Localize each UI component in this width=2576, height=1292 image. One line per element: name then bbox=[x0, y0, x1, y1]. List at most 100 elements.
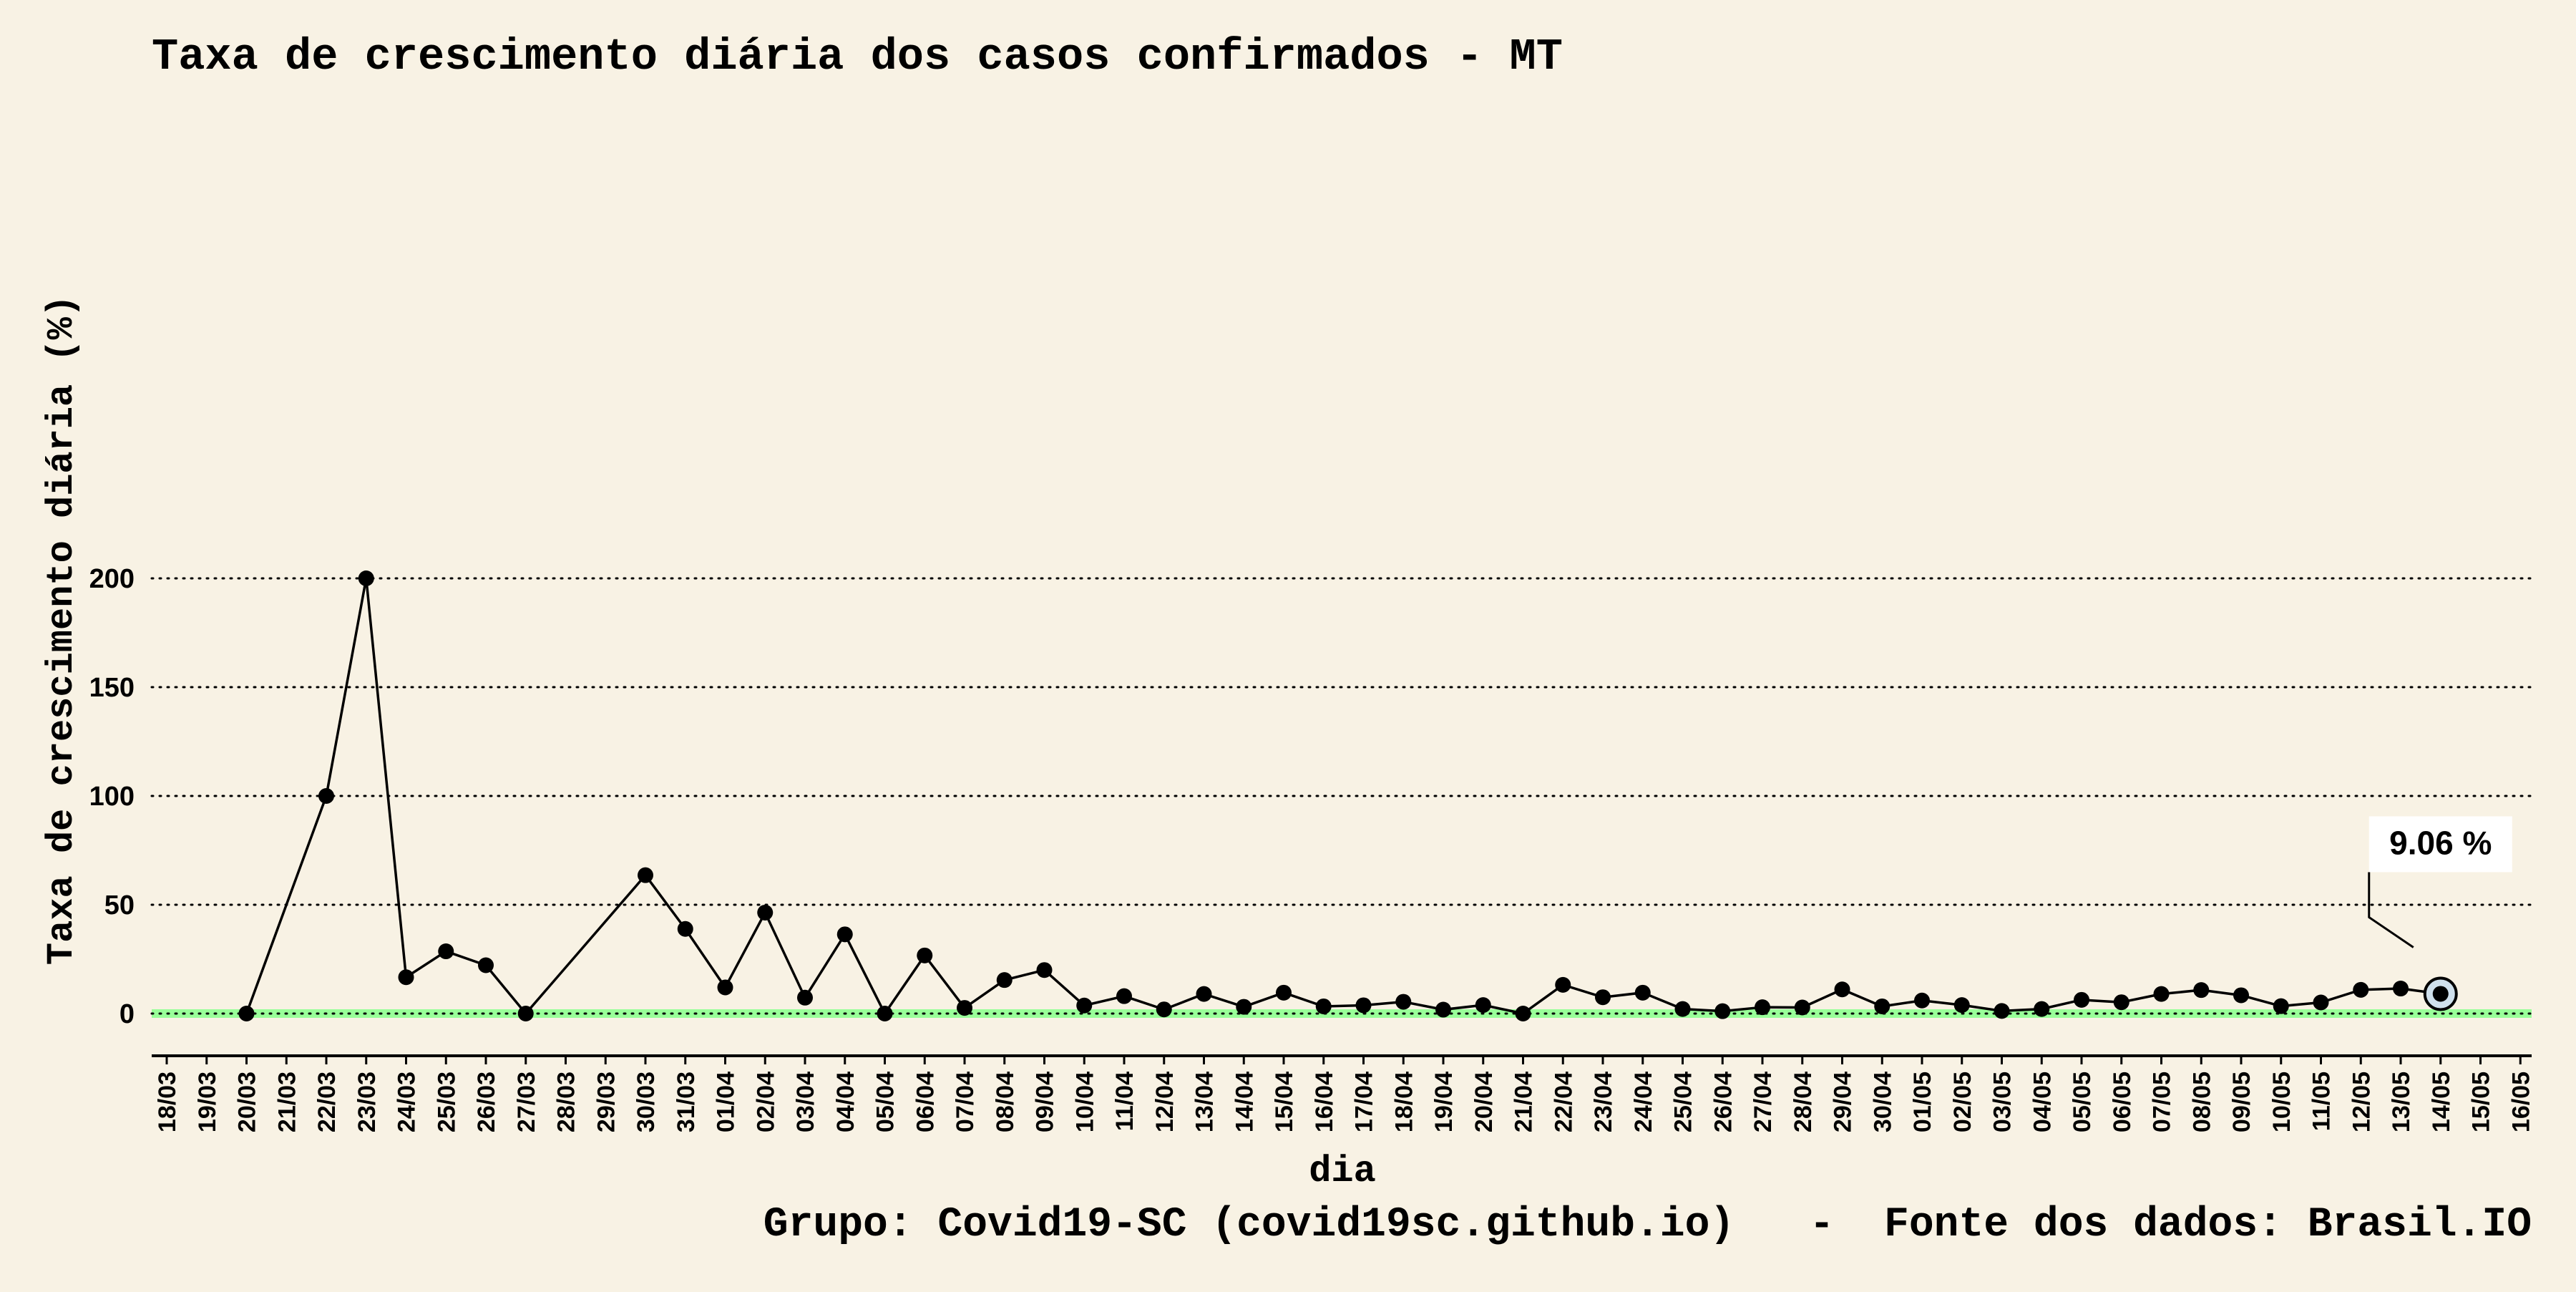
x-tick-label: 16/04 bbox=[1311, 1072, 1338, 1132]
x-tick-label: 21/03 bbox=[273, 1072, 301, 1132]
data-point bbox=[1555, 976, 1571, 993]
x-tick-label: 27/04 bbox=[1750, 1072, 1777, 1132]
y-tick-label: 200 bbox=[89, 564, 135, 594]
x-tick-label: 04/04 bbox=[832, 1072, 859, 1132]
gridlines bbox=[150, 577, 2533, 906]
data-point bbox=[238, 1006, 255, 1021]
data-point bbox=[517, 1006, 534, 1021]
x-tick-label: 22/03 bbox=[313, 1072, 341, 1132]
data-point bbox=[1395, 994, 1412, 1010]
highlight-point bbox=[2432, 986, 2449, 1002]
x-tick-label: 20/04 bbox=[1470, 1072, 1498, 1132]
data-point bbox=[836, 926, 853, 943]
x-tick-label: 10/04 bbox=[1071, 1072, 1098, 1132]
x-tick-label: 13/04 bbox=[1191, 1072, 1219, 1132]
x-axis-label: dia bbox=[1309, 1150, 1376, 1193]
x-tick-label: 02/04 bbox=[752, 1072, 779, 1132]
x-tick-label: 12/04 bbox=[1151, 1072, 1179, 1132]
data-point bbox=[1595, 989, 1611, 1006]
y-tick-label: 100 bbox=[89, 782, 135, 812]
data-point bbox=[2034, 1001, 2050, 1017]
data-point bbox=[1953, 997, 1970, 1014]
data-point bbox=[1435, 1001, 1451, 1018]
data-point bbox=[1634, 984, 1651, 1001]
data-point bbox=[1914, 992, 1930, 1009]
data-point bbox=[1475, 997, 1491, 1014]
x-tick-label: 30/03 bbox=[633, 1072, 660, 1132]
data-point bbox=[2233, 987, 2249, 1004]
x-tick-label: 02/05 bbox=[1949, 1072, 1976, 1132]
chart-caption: Grupo: Covid19-SC (covid19sc.github.io) … bbox=[763, 1202, 2532, 1248]
data-point bbox=[677, 921, 693, 937]
x-tick-label: 06/04 bbox=[912, 1072, 939, 1132]
series-points bbox=[238, 570, 2449, 1021]
data-point bbox=[638, 867, 653, 883]
x-tick-label: 25/04 bbox=[1670, 1072, 1697, 1132]
data-point bbox=[1874, 998, 1890, 1014]
reference-line-layer bbox=[150, 1009, 2533, 1018]
x-tick-label: 09/05 bbox=[2228, 1072, 2255, 1132]
x-tick-label: 14/05 bbox=[2428, 1072, 2455, 1132]
data-point bbox=[757, 904, 774, 921]
x-tick-label: 11/04 bbox=[1111, 1072, 1138, 1131]
data-point bbox=[2074, 991, 2089, 1008]
x-tick-label: 01/04 bbox=[713, 1072, 740, 1132]
data-point bbox=[1515, 1006, 1531, 1021]
data-point bbox=[917, 947, 933, 963]
x-tick-label: 04/05 bbox=[2029, 1072, 2056, 1132]
last-value-annotation: 9.06 % bbox=[2368, 816, 2512, 1011]
x-tick-label: 25/03 bbox=[433, 1072, 460, 1132]
x-tick-label: 17/04 bbox=[1351, 1072, 1378, 1132]
x-tick-label: 24/04 bbox=[1630, 1072, 1657, 1132]
data-point bbox=[1994, 1003, 2010, 1019]
annotation-leader bbox=[2368, 872, 2414, 948]
x-tick-label: 03/04 bbox=[792, 1072, 819, 1132]
data-point bbox=[957, 1000, 972, 1016]
y-tick-label: 0 bbox=[119, 999, 135, 1029]
data-point bbox=[1036, 962, 1053, 978]
x-tick-label: 27/03 bbox=[513, 1072, 540, 1132]
x-tick-label: 15/05 bbox=[2468, 1072, 2495, 1132]
annotation-box bbox=[2368, 816, 2512, 873]
x-tick-label: 06/05 bbox=[2109, 1072, 2136, 1132]
data-point bbox=[1674, 1001, 1691, 1017]
x-tick-label: 19/03 bbox=[194, 1072, 221, 1132]
data-point bbox=[2273, 998, 2289, 1014]
y-tick-label: 150 bbox=[89, 673, 135, 703]
data-point bbox=[1156, 1001, 1172, 1018]
data-point bbox=[1236, 999, 1252, 1015]
x-tick-label: 23/03 bbox=[353, 1072, 381, 1132]
data-point bbox=[1834, 981, 1850, 998]
data-point bbox=[1276, 984, 1292, 1001]
x-tick-label: 28/03 bbox=[553, 1072, 580, 1132]
x-tick-label: 29/04 bbox=[1830, 1072, 1857, 1132]
x-tick-label: 20/03 bbox=[234, 1072, 261, 1132]
data-point bbox=[1755, 999, 1770, 1016]
x-tick-label: 01/05 bbox=[1909, 1072, 1936, 1132]
x-tick-label: 15/04 bbox=[1271, 1072, 1298, 1132]
x-tick-label: 23/04 bbox=[1590, 1072, 1617, 1132]
x-tick-label: 07/04 bbox=[952, 1072, 979, 1132]
data-point bbox=[1714, 1003, 1731, 1019]
data-point bbox=[2313, 994, 2329, 1011]
data-point bbox=[2353, 981, 2369, 998]
x-tick-label: 13/05 bbox=[2388, 1072, 2415, 1132]
data-point bbox=[1794, 999, 1810, 1016]
data-point bbox=[1315, 998, 1332, 1014]
data-point bbox=[996, 972, 1013, 989]
data-point bbox=[1355, 997, 1372, 1014]
data-point bbox=[398, 969, 414, 986]
x-tick-label: 29/03 bbox=[592, 1072, 620, 1132]
chart-title: Taxa de crescimento diária dos casos con… bbox=[152, 31, 1563, 82]
x-tick-label: 08/04 bbox=[992, 1072, 1019, 1132]
x-tick-label: 08/05 bbox=[2188, 1072, 2215, 1132]
data-point bbox=[877, 1006, 893, 1021]
x-tick-label: 16/05 bbox=[2507, 1072, 2534, 1132]
x-tick-label: 12/05 bbox=[2348, 1072, 2375, 1132]
data-point bbox=[1196, 986, 1212, 1002]
data-point bbox=[797, 989, 813, 1006]
x-tick-label: 09/04 bbox=[1032, 1072, 1059, 1132]
